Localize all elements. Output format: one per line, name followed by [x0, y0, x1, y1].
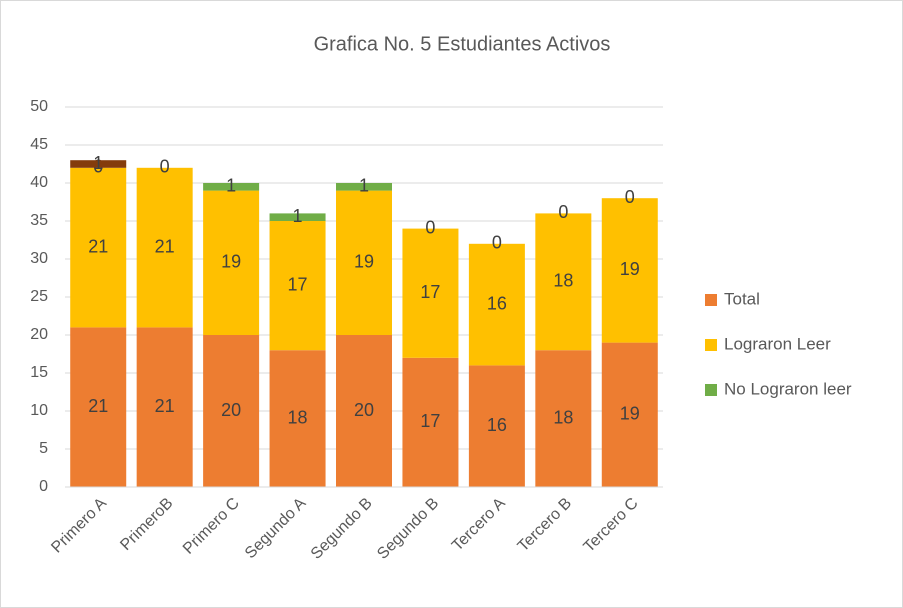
bar-segment: [535, 350, 592, 487]
bar-segment: [402, 228, 459, 358]
data-label: 18: [288, 407, 308, 427]
bar-segment: [468, 243, 525, 366]
bar-segment: [136, 167, 193, 328]
y-tick-label: 10: [30, 402, 48, 419]
data-label: 0: [160, 157, 170, 177]
data-label: 1: [93, 153, 103, 173]
bar-segment: [70, 327, 127, 487]
legend-label: No Lograron leer: [724, 379, 852, 398]
bar-segment: [203, 190, 260, 335]
data-label: 17: [420, 411, 440, 431]
data-label: 0: [625, 187, 635, 207]
data-label: 20: [354, 400, 374, 420]
data-label: 1: [359, 176, 369, 196]
bar-segment: [468, 365, 525, 487]
bar-segment: [601, 342, 658, 487]
data-label: 18: [553, 407, 573, 427]
bar-segment: [136, 327, 193, 487]
bar-segment: [70, 167, 127, 328]
legend-label: Total: [724, 289, 760, 308]
data-label: 19: [620, 404, 640, 424]
data-label: 19: [221, 252, 241, 272]
y-tick-label: 25: [30, 288, 48, 305]
data-label: 21: [155, 236, 175, 256]
y-tick-label: 50: [30, 98, 48, 115]
data-label: 16: [487, 415, 507, 435]
y-tick-label: 35: [30, 212, 48, 229]
data-label: 16: [487, 293, 507, 313]
y-tick-label: 40: [30, 174, 48, 191]
chart-title: Grafica No. 5 Estudiantes Activos: [314, 33, 611, 55]
data-label: 20: [221, 400, 241, 420]
data-label: 0: [492, 233, 502, 253]
bar-segment: [336, 190, 392, 335]
data-label: 21: [155, 396, 175, 416]
bar-segment: [203, 335, 260, 487]
y-tick-label: 45: [30, 136, 48, 153]
y-tick-label: 20: [30, 326, 48, 343]
data-label: 21: [88, 236, 108, 256]
bar-segment: [601, 198, 658, 343]
data-label: 19: [620, 259, 640, 279]
y-tick-label: 15: [30, 364, 48, 381]
y-tick-label: 30: [30, 250, 48, 267]
bar-segment: [269, 213, 326, 221]
data-label: 17: [420, 282, 440, 302]
data-label: 1: [293, 206, 303, 226]
y-tick-label: 0: [39, 478, 48, 495]
bar-segment: [203, 183, 260, 191]
bar-segment: [70, 160, 127, 168]
bar-segment: [535, 213, 592, 351]
data-label: 18: [553, 271, 573, 291]
legend-swatch: [705, 339, 717, 351]
data-label: 19: [354, 252, 374, 272]
bar-segment: [269, 350, 326, 487]
data-label: 0: [425, 217, 435, 237]
bar-segment: [336, 335, 392, 487]
y-tick-label: 5: [39, 440, 48, 457]
data-label: 0: [558, 202, 568, 222]
legend-swatch: [705, 384, 717, 396]
bar-segment: [402, 357, 459, 487]
legend-swatch: [705, 294, 717, 306]
bar-segment: [336, 183, 392, 191]
bar-segment: [269, 221, 326, 351]
data-label: 21: [88, 396, 108, 416]
data-label: 1: [226, 176, 236, 196]
legend-label: Lograron Leer: [724, 334, 831, 353]
data-label: 17: [288, 274, 308, 294]
